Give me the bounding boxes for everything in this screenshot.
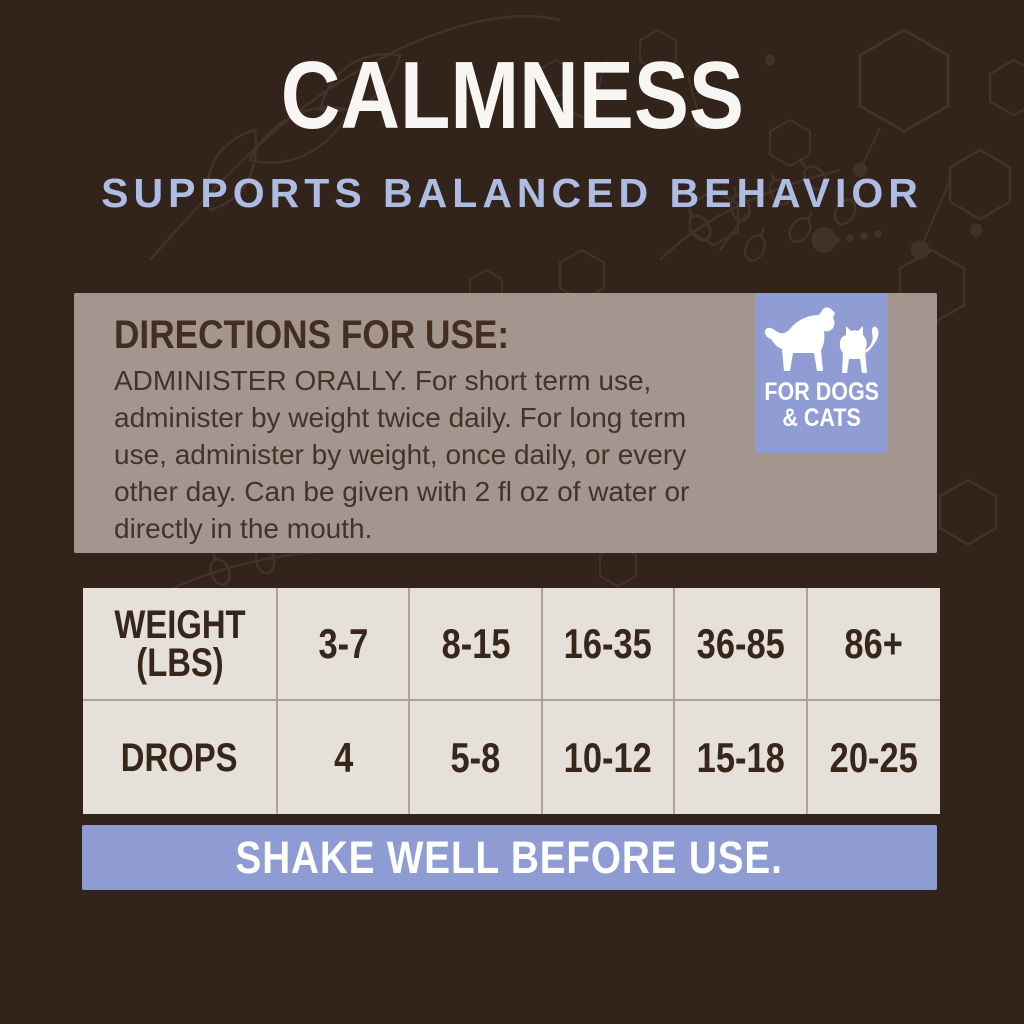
dosage-table: WEIGHT (LBS) 3-7 8-15 16-35 36-85 86+ DR… [83,588,940,814]
table-cell-weight-4: 36-85 [675,588,808,701]
dog-icon [764,307,835,371]
table-header-weight: WEIGHT (LBS) [83,588,278,701]
table-cell-drops-2: 5-8 [410,701,543,814]
table-cell-weight-2: 8-15 [410,588,543,701]
product-subtitle: SUPPORTS BALANCED BEHAVIOR [101,170,923,216]
badge-text-line1: FOR DOGS [764,378,879,406]
animal-icons [764,307,879,373]
directions-body-text: ADMINISTER ORALLY. For short term use, a… [114,365,690,544]
table-header-drops: DROPS [83,701,278,814]
table-cell-weight-3: 16-35 [542,588,676,701]
table-cell-drops-1: 4 [278,701,411,814]
table-cell-weight-1: 3-7 [278,588,411,701]
table-cell-drops-3: 10-12 [543,701,676,814]
shake-well-text: SHAKE WELL BEFORE USE. [235,831,784,883]
pets-badge: FOR DOGS & CATS [755,293,888,453]
table-cell-drops-4: 15-18 [675,701,808,814]
directions-heading: DIRECTIONS FOR USE: [114,313,510,357]
table-cell-weight-5: 86+ [807,588,940,701]
product-title-text: CALMNESS [280,42,744,149]
shake-well-banner: SHAKE WELL BEFORE USE. [82,825,937,890]
table-cell-drops-5: 20-25 [829,733,918,781]
badge-text-line2: & CATS [782,404,861,433]
cat-icon [839,326,879,373]
page-title: CALMNESS [0,48,1024,144]
weight-label: WEIGHT (LBS) [113,602,246,685]
